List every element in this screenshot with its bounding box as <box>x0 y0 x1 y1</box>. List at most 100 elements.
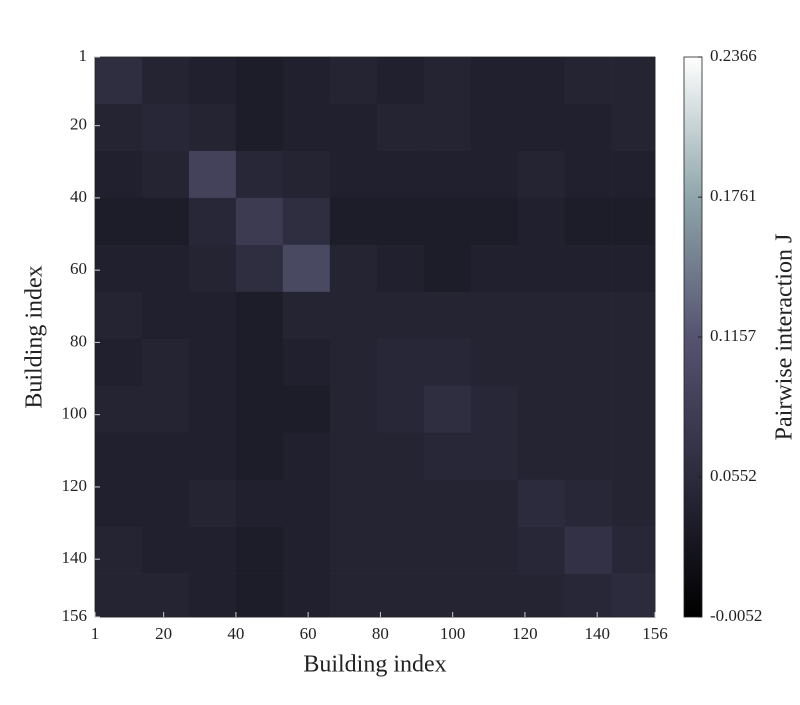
heatmap-cell <box>564 244 612 293</box>
y-tick-label: 20 <box>70 115 87 134</box>
heatmap-cell <box>517 197 565 246</box>
heatmap-cell <box>188 103 237 152</box>
heatmap-cell <box>423 432 472 481</box>
colorbar-tick-label: 0.2366 <box>710 46 757 65</box>
x-tick-label: 156 <box>642 624 668 643</box>
heatmap-cell <box>376 526 425 574</box>
heatmap-cell <box>95 432 143 481</box>
heatmap-cell <box>235 150 284 199</box>
heatmap-cell <box>423 150 472 199</box>
heatmap-cell <box>141 338 190 387</box>
heatmap-cell <box>611 526 656 574</box>
heatmap-cell <box>235 244 284 293</box>
heatmap-cell <box>188 150 237 199</box>
heatmap-cell <box>235 479 284 527</box>
heatmap-cell <box>470 244 519 293</box>
y-tick-label: 1 <box>79 46 88 65</box>
heatmap-cell <box>564 479 612 527</box>
heatmap-cell <box>470 291 519 340</box>
x-tick-label: 40 <box>227 624 244 643</box>
heatmap-cell <box>141 197 190 246</box>
x-axis-label: Building index <box>303 652 446 678</box>
heatmap-cell <box>376 150 425 199</box>
heatmap-cell <box>517 244 565 293</box>
x-tick-label: 1 <box>91 624 100 643</box>
heatmap-cell <box>423 103 472 152</box>
heatmap-cell <box>235 526 284 574</box>
heatmap-cell <box>141 103 190 152</box>
heatmap-cell <box>235 385 284 434</box>
heatmap-cell <box>470 338 519 387</box>
heatmap-cell <box>376 479 425 527</box>
colorbar-label: Pairwise interaction J <box>772 234 798 441</box>
x-tick-label: 100 <box>440 624 466 643</box>
heatmap-cell <box>517 432 565 481</box>
heatmap-cell <box>517 338 565 387</box>
heatmap-cell <box>95 338 143 387</box>
heatmap-cell <box>141 57 190 105</box>
heatmap-cell <box>517 291 565 340</box>
heatmap-cell <box>564 526 612 574</box>
heatmap-cell <box>329 291 378 340</box>
heatmap-cell <box>470 103 519 152</box>
heatmap-cell <box>235 432 284 481</box>
heatmap-cell <box>517 57 565 105</box>
heatmap-cell <box>611 573 656 618</box>
heatmap-cell <box>141 385 190 434</box>
heatmap-cell <box>376 197 425 246</box>
x-tick-label: 20 <box>155 624 172 643</box>
heatmap-cell <box>470 526 519 574</box>
heatmap-cell <box>564 338 612 387</box>
heatmap-cell <box>423 338 472 387</box>
heatmap-cell <box>235 338 284 387</box>
heatmap-cell <box>423 244 472 293</box>
heatmap-cell <box>282 197 331 246</box>
heatmap-cell <box>95 526 143 574</box>
heatmap-cell <box>564 385 612 434</box>
heatmap-cell <box>188 573 237 618</box>
heatmap-cell <box>235 197 284 246</box>
heatmap-cell <box>517 573 565 618</box>
heatmap-cell <box>329 385 378 434</box>
heatmap-cell <box>611 57 656 105</box>
heatmap-cell <box>470 150 519 199</box>
heatmap-cell <box>611 103 656 152</box>
heatmap-cell <box>188 197 237 246</box>
heatmap-cell <box>329 57 378 105</box>
heatmap-cell <box>282 338 331 387</box>
heatmap-cell <box>470 57 519 105</box>
heatmap-cell <box>423 291 472 340</box>
heatmap-cell <box>517 385 565 434</box>
heatmap-cell <box>235 573 284 618</box>
heatmap-cell <box>188 244 237 293</box>
heatmap-cell <box>188 385 237 434</box>
heatmap-cell <box>95 103 143 152</box>
heatmap-cell <box>611 338 656 387</box>
heatmap-cell <box>376 338 425 387</box>
heatmap-cell <box>282 432 331 481</box>
heatmap-cell <box>376 103 425 152</box>
heatmap-cell <box>329 150 378 199</box>
heatmap-cell <box>423 197 472 246</box>
heatmap-cell <box>517 479 565 527</box>
y-tick-label: 140 <box>62 548 88 567</box>
heatmap-cell <box>188 432 237 481</box>
heatmap-cell <box>423 385 472 434</box>
heatmap-cell <box>235 291 284 340</box>
colorbar-tick-label: -0.0052 <box>710 606 762 625</box>
heatmap-cell <box>188 291 237 340</box>
heatmap-cell <box>517 150 565 199</box>
heatmap-cell <box>329 479 378 527</box>
heatmap-cell <box>95 150 143 199</box>
heatmap-cell <box>611 150 656 199</box>
heatmap-cell <box>282 573 331 618</box>
heatmap-cell <box>141 526 190 574</box>
heatmap-cell <box>329 244 378 293</box>
heatmap-cell <box>235 103 284 152</box>
heatmap-cell <box>470 385 519 434</box>
y-tick-label: 100 <box>62 404 88 423</box>
heatmap-cell <box>141 291 190 340</box>
heatmap-cell <box>188 526 237 574</box>
heatmap-cell <box>423 526 472 574</box>
heatmap-cell <box>470 197 519 246</box>
